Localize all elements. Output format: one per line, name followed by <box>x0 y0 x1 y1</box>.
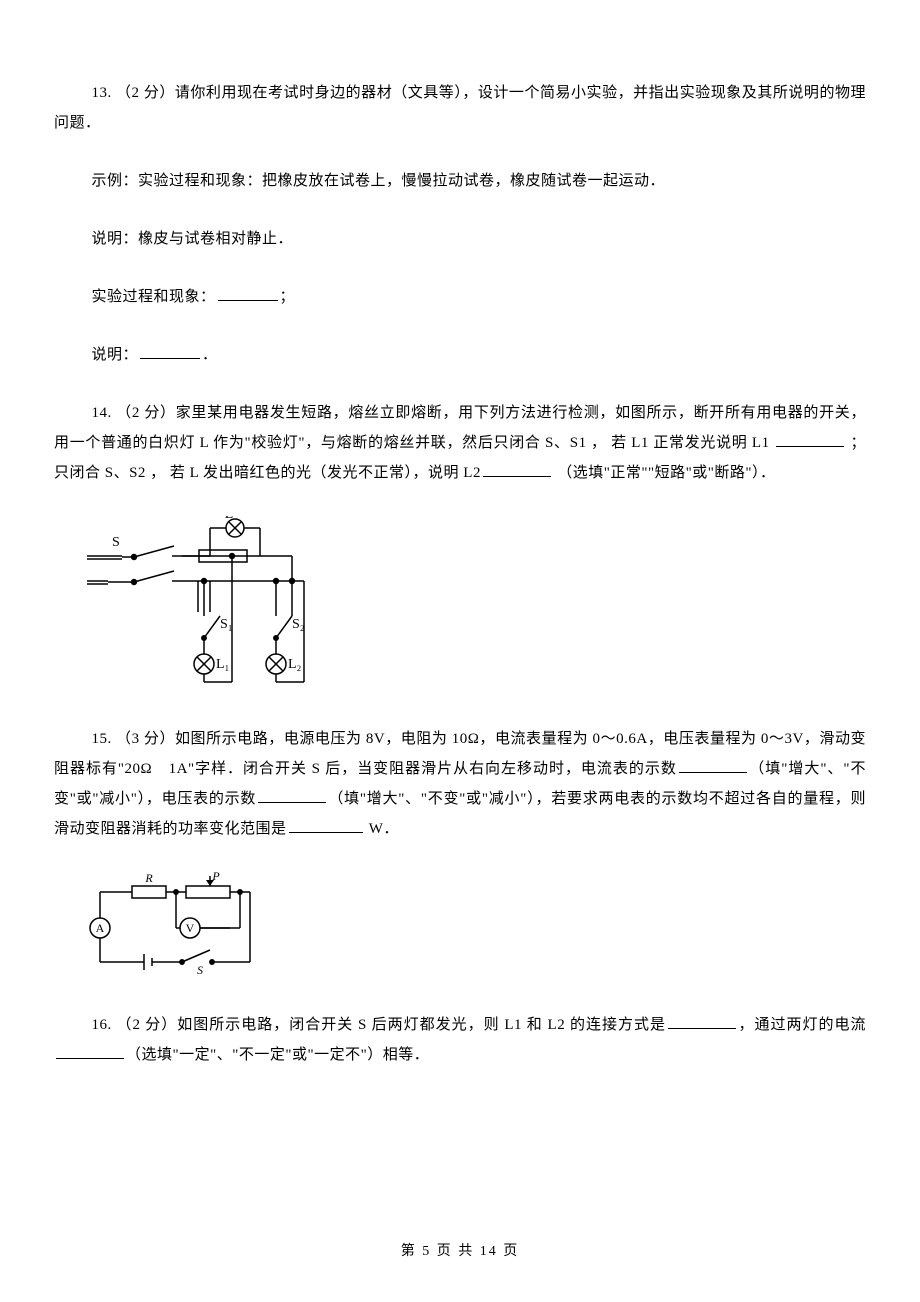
q16-text-2: ，通过两灯的电流 <box>738 1017 866 1033</box>
q14-label-l: L <box>225 516 234 522</box>
q14-label-l1: L₁ <box>216 657 229 672</box>
q13-answer-explain: 说明： ． <box>54 340 866 370</box>
q16-text-3: （选填"一定"、"不一定"或"一定不"）相等． <box>126 1047 429 1063</box>
q15-circuit-diagram: A V R P S <box>82 872 866 982</box>
q13-blank-explain[interactable] <box>140 341 200 359</box>
q13-process-label: 实验过程和现象： <box>92 289 216 305</box>
q15-blank-3[interactable] <box>289 815 363 833</box>
q14-label-s1: S₁ <box>220 617 233 632</box>
page-footer: 第 5 页 共 14 页 <box>0 1240 920 1260</box>
q14-circuit-diagram: S L S₁ L₁ S₂ L₂ <box>82 516 866 696</box>
q14-prompt: 14. （2 分）家里某用电器发生短路，熔丝立即熔断，用下列方法进行检测，如图所… <box>54 398 866 488</box>
q16-blank-2[interactable] <box>56 1041 124 1059</box>
q13-example-process: 示例：实验过程和现象：把橡皮放在试卷上，慢慢拉动试卷，橡皮随试卷一起运动． <box>54 166 866 196</box>
q16-text-1: 16. （2 分）如图所示电路，闭合开关 S 后两灯都发光，则 L1 和 L2 … <box>92 1017 666 1033</box>
q15-blank-1[interactable] <box>679 755 747 773</box>
q16-prompt: 16. （2 分）如图所示电路，闭合开关 S 后两灯都发光，则 L1 和 L2 … <box>54 1010 866 1070</box>
q14-text-3: （选填"正常""短路"或"断路"）． <box>553 465 776 481</box>
q15-text-4: W． <box>365 821 399 837</box>
q14-label-s2: S₂ <box>292 617 305 632</box>
q15-label-p: P <box>211 872 220 883</box>
q13-example-explain: 说明：橡皮与试卷相对静止． <box>54 224 866 254</box>
q14-blank-1[interactable] <box>776 429 844 447</box>
q15-label-a: A <box>96 921 105 935</box>
q13-explain-suffix: ． <box>202 347 218 363</box>
q15-prompt: 15. （3 分）如图所示电路，电源电压为 8V，电阻为 10Ω，电流表量程为 … <box>54 724 866 844</box>
q14-blank-2[interactable] <box>483 459 551 477</box>
q16-blank-1[interactable] <box>668 1011 736 1029</box>
q15-label-r: R <box>144 872 153 885</box>
q15-label-s: S <box>197 963 203 977</box>
q14-label-l2: L₂ <box>288 657 302 672</box>
q13-process-suffix: ； <box>280 289 296 305</box>
q15-blank-2[interactable] <box>258 785 326 803</box>
q13-blank-process[interactable] <box>218 283 278 301</box>
q13-explain-label: 说明： <box>92 347 139 363</box>
q13-prompt: 13. （2 分）请你利用现在考试时身边的器材（文具等），设计一个简易小实验，并… <box>54 78 866 138</box>
q15-label-v: V <box>186 921 195 935</box>
q13-answer-process: 实验过程和现象： ； <box>54 282 866 312</box>
q14-label-s: S <box>112 535 120 550</box>
q14-text-1: 14. （2 分）家里某用电器发生短路，熔丝立即熔断，用下列方法进行检测，如图所… <box>54 405 866 451</box>
